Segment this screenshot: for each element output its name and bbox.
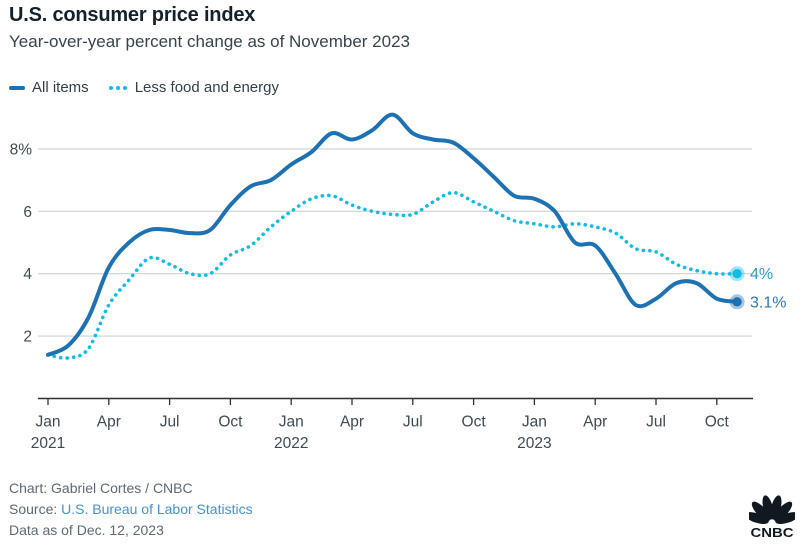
y-tick-label: 6 [23,204,32,221]
x-tick-label: Oct [218,414,243,431]
x-tick-label: Oct [462,414,487,431]
line-less-food-and-energy [46,190,739,360]
line-all-items [46,112,740,357]
x-tick-label: Jul [646,414,666,431]
source-prefix: Source: [9,501,62,517]
cnbc-logo-text: CNBC [751,526,794,539]
x-tick-label: Apr [583,414,607,431]
solid-line-marker-icon [9,85,25,90]
cpi-line-chart: 2 4 6 8% Jan 2021 Apr Jul Oct Jan 2022 Apr Jul Oct Jan… [10,112,786,452]
end-label-less-food-and-energy: 4% [750,266,773,283]
end-dot-all-items [732,297,742,307]
end-label-all-items: 3.1% [750,294,786,311]
y-tick-label: 2 [23,329,32,346]
end-dot-less-food-and-energy [732,269,742,279]
chart-credit: Chart: Gabriel Cortes / CNBC [9,480,193,496]
peacock-icon [744,495,800,524]
legend-item-less-food-energy: Less food and energy [108,79,279,96]
x-year-label: 2022 [274,435,308,452]
x-tick-label: Jan [36,414,61,431]
x-tick-label: Apr [340,414,364,431]
dotted-line-marker-icon [108,85,127,90]
x-tick-label: Jul [160,414,180,431]
cnbc-logo: CNBC [744,493,800,540]
x-tick-label: Apr [97,414,121,431]
legend-label-all-items: All items [32,79,89,96]
source-link[interactable]: U.S. Bureau of Labor Statistics [61,501,253,517]
page-subtitle: Year-over-year percent change as of Nove… [9,32,410,51]
chart-footer: Chart: Gabriel Cortes / CNBC Source: U.S… [9,478,253,541]
x-tick-label: Jan [279,414,304,431]
page-title: U.S. consumer price index [9,4,256,26]
y-tick-label: 4 [23,266,32,283]
x-year-label: 2023 [517,435,551,452]
data-as-of: Data as of Dec. 12, 2023 [9,522,164,538]
y-tick-label: 8% [10,141,33,158]
legend: All items Less food and energy [9,79,279,96]
source-line: Source: U.S. Bureau of Labor Statistics [9,499,253,520]
x-tick-label: Oct [705,414,730,431]
legend-label-less-food-energy: Less food and energy [134,79,279,96]
x-tick-label: Jul [403,414,423,431]
x-year-label: 2021 [31,435,65,452]
legend-item-all-items: All items [9,79,89,96]
x-tick-label: Jan [522,414,547,431]
